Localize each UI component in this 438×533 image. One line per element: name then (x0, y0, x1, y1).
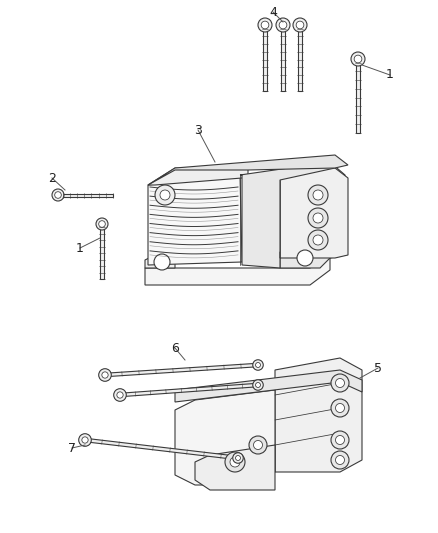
Circle shape (313, 190, 323, 200)
Circle shape (313, 235, 323, 245)
Circle shape (336, 403, 345, 413)
Circle shape (253, 360, 263, 370)
Polygon shape (85, 438, 238, 460)
Polygon shape (240, 162, 345, 268)
Circle shape (296, 21, 304, 29)
Circle shape (236, 456, 240, 461)
Circle shape (336, 378, 345, 387)
Circle shape (331, 399, 349, 417)
Text: 6: 6 (171, 342, 179, 354)
Circle shape (308, 208, 328, 228)
Circle shape (331, 431, 349, 449)
Circle shape (82, 437, 88, 443)
Circle shape (261, 21, 269, 29)
Polygon shape (145, 255, 175, 268)
Polygon shape (275, 358, 362, 472)
Polygon shape (280, 248, 330, 268)
Polygon shape (175, 370, 362, 402)
Polygon shape (148, 175, 242, 265)
Circle shape (233, 453, 243, 463)
Circle shape (336, 456, 345, 464)
Circle shape (354, 55, 362, 63)
Circle shape (258, 18, 272, 32)
Polygon shape (175, 390, 275, 485)
Text: 1: 1 (76, 241, 84, 254)
Text: 1: 1 (386, 69, 394, 82)
Polygon shape (148, 155, 348, 185)
Polygon shape (356, 62, 360, 133)
Circle shape (351, 52, 365, 66)
Circle shape (55, 192, 61, 198)
Circle shape (155, 185, 175, 205)
Text: 7: 7 (68, 441, 76, 455)
Text: 3: 3 (194, 124, 202, 136)
Polygon shape (148, 168, 248, 185)
Circle shape (99, 221, 105, 227)
Circle shape (230, 457, 240, 467)
Circle shape (279, 21, 287, 29)
Circle shape (249, 436, 267, 454)
Circle shape (154, 254, 170, 270)
Polygon shape (280, 168, 348, 258)
Polygon shape (105, 364, 258, 377)
Polygon shape (298, 28, 302, 91)
Circle shape (160, 190, 170, 200)
Circle shape (117, 392, 123, 398)
Circle shape (52, 189, 64, 201)
Circle shape (102, 372, 108, 378)
Circle shape (96, 218, 108, 230)
Polygon shape (145, 258, 330, 285)
Circle shape (99, 369, 111, 381)
Text: 4: 4 (269, 5, 277, 19)
Circle shape (331, 374, 349, 392)
Circle shape (308, 230, 328, 250)
Text: 2: 2 (48, 172, 56, 184)
Polygon shape (63, 193, 113, 197)
Circle shape (253, 379, 263, 390)
Circle shape (254, 440, 262, 449)
Circle shape (293, 18, 307, 32)
Circle shape (225, 452, 245, 472)
Circle shape (336, 435, 345, 445)
Circle shape (313, 213, 323, 223)
Polygon shape (195, 445, 275, 490)
Polygon shape (263, 28, 267, 91)
Circle shape (255, 362, 261, 367)
Polygon shape (120, 383, 258, 397)
Circle shape (276, 18, 290, 32)
Circle shape (114, 389, 126, 401)
Circle shape (79, 434, 91, 446)
Circle shape (308, 185, 328, 205)
Polygon shape (100, 227, 104, 279)
Text: 5: 5 (374, 361, 382, 375)
Polygon shape (281, 28, 285, 91)
Circle shape (255, 383, 261, 387)
Circle shape (297, 250, 313, 266)
Circle shape (331, 451, 349, 469)
